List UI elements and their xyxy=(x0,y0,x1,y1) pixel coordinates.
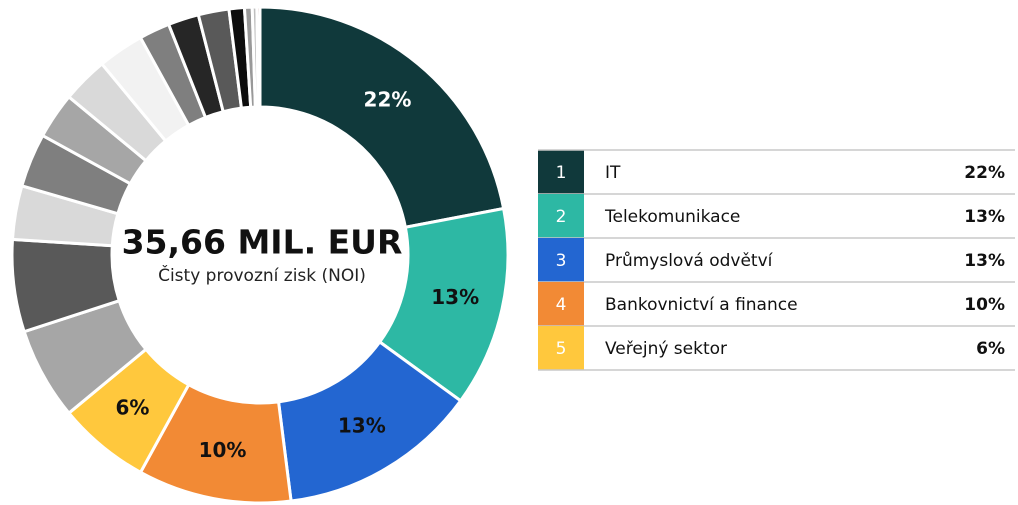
legend-label: Veřejný sektor xyxy=(605,339,727,359)
donut-segment xyxy=(255,5,262,109)
data-label: 6% xyxy=(116,396,150,420)
center-title: 35,66 MIL. EUR xyxy=(122,223,403,262)
legend-rank: 2 xyxy=(556,207,567,227)
legend-value: 13% xyxy=(964,251,1005,271)
legend-swatch xyxy=(538,326,584,370)
legend-value: 22% xyxy=(964,163,1005,183)
legend-label: Průmyslová odvětví xyxy=(605,251,774,271)
data-label: 13% xyxy=(431,285,479,309)
legend-table: 1 IT 22% 2 Telekomunikace 13% 3 Průmyslová odvě… xyxy=(538,149,1015,371)
legend-rank: 1 xyxy=(556,163,567,183)
legend-value: 13% xyxy=(964,207,1005,227)
legend-swatch xyxy=(538,194,584,238)
legend-swatch xyxy=(538,238,584,282)
legend-value: 6% xyxy=(976,339,1005,359)
legend-label: Telekomunikace xyxy=(604,207,740,227)
legend-rank: 4 xyxy=(556,295,567,315)
legend-label: Bankovnictví a finance xyxy=(605,295,798,315)
legend-label: IT xyxy=(605,163,621,183)
legend-rank: 3 xyxy=(556,251,567,271)
data-label: 13% xyxy=(338,414,386,438)
legend-swatch xyxy=(538,150,584,194)
legend-rank: 5 xyxy=(556,339,567,359)
data-label: 22% xyxy=(364,87,412,111)
donut: 22% 13% 13% 10% 6% xyxy=(10,5,510,505)
legend-value: 10% xyxy=(964,295,1005,315)
donut-segment xyxy=(258,5,506,230)
data-label: 10% xyxy=(199,438,247,462)
center-subtitle: Čisty provozní zisk (NOI) xyxy=(158,264,366,286)
legend-swatch xyxy=(538,282,584,326)
